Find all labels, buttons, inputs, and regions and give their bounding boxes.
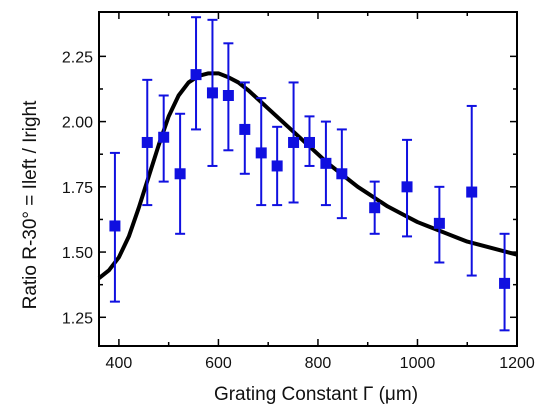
x-tick-label: 600 [205,355,232,372]
data-point [303,115,315,167]
square-marker [174,168,186,180]
square-marker [222,90,234,101]
square-marker [433,217,445,229]
y-tick-label: 1.25 [62,310,93,327]
data-point [336,128,348,220]
y-tick-label: 2.00 [62,115,93,132]
x-tick-label: 1200 [499,355,535,372]
data-point [239,81,251,175]
square-marker [271,160,283,172]
axes-layer: 400 600 800 1000 1200 1.25 1.50 1.75 2.00 2.25 [62,11,535,372]
square-marker [401,181,413,193]
data-point [271,125,283,207]
square-marker [109,220,121,232]
data-point [466,104,478,277]
data-point [109,151,121,303]
data-point [320,120,332,207]
data-points-layer [109,16,511,332]
data-point [401,138,413,238]
square-marker [255,147,267,159]
data-point [288,81,300,204]
data-point [369,180,381,235]
square-marker [369,202,381,214]
square-marker [141,136,153,148]
x-tick-label: 400 [106,355,133,372]
square-marker [499,277,511,289]
plot-background [99,12,517,346]
square-marker [320,157,332,169]
x-tick-label: 800 [305,355,332,372]
square-marker [303,136,315,148]
square-marker [158,131,170,143]
data-point [174,112,186,235]
y-tick-label: 2.25 [62,49,93,66]
data-point [141,78,153,207]
data-point [190,16,202,131]
y-tick-label: 1.75 [62,180,93,197]
data-point [206,18,218,167]
square-marker [239,123,251,135]
data-point [255,97,267,207]
axes-frame [98,11,518,347]
data-point [158,94,170,183]
square-marker [336,168,348,180]
x-axis-title: Grating Constant Γ (μm) [214,384,418,405]
square-marker [288,136,300,148]
data-point [433,185,445,264]
y-axis-title: Ratio R-30° = Ileft / Iright [20,100,41,309]
data-point [222,42,234,152]
square-marker [206,87,218,99]
x-tick-label: 1000 [400,355,436,372]
data-point [499,232,511,332]
y-tick-label: 1.50 [62,245,93,262]
plot-area [99,12,517,346]
square-marker [466,186,478,198]
square-marker [190,69,202,81]
